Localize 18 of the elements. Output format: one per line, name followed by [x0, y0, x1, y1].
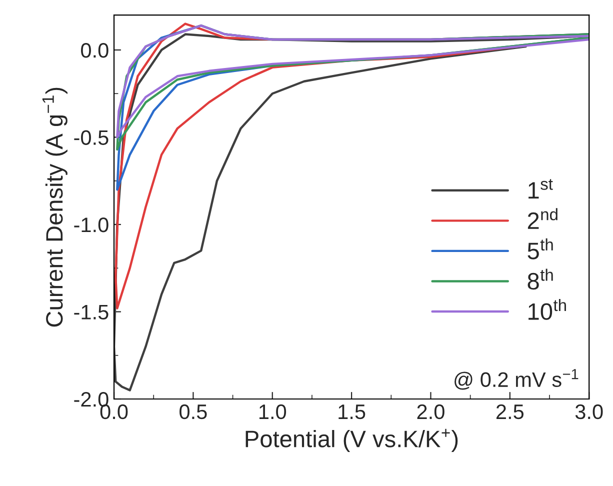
x-tick-label: 0.5: [180, 404, 207, 420]
x-tick-label: 2.5: [496, 404, 524, 420]
legend-label: 10$^{th}$: [528, 298, 566, 320]
y-tick-label: 0.0: [81, 42, 108, 58]
x-tick-label: 1.0: [259, 404, 286, 420]
legend-label: 1$^{st}$: [528, 179, 553, 198]
legend-label: 5$^{th}$: [528, 238, 553, 260]
y-tick-label: -1.5: [74, 304, 108, 320]
x-tick-label: 3.0: [575, 404, 603, 420]
legend-label: 2$^{nd}$: [528, 208, 558, 229]
y-tick-label: -0.5: [74, 130, 108, 145]
legend-label: 8$^{th}$: [528, 268, 553, 290]
annotation: @ 0.2 mV s$^{−1}$: [454, 369, 578, 390]
y-axis-title: Current Density (A g$^{−1}$): [42, 88, 68, 327]
x-tick-label: 2.0: [417, 404, 444, 420]
y-tick-label: -1.0: [74, 217, 108, 232]
x-axis-title: Potential (V vs.K/K$^{+}$): [246, 428, 458, 452]
x-tick-label: 1.5: [338, 404, 366, 420]
